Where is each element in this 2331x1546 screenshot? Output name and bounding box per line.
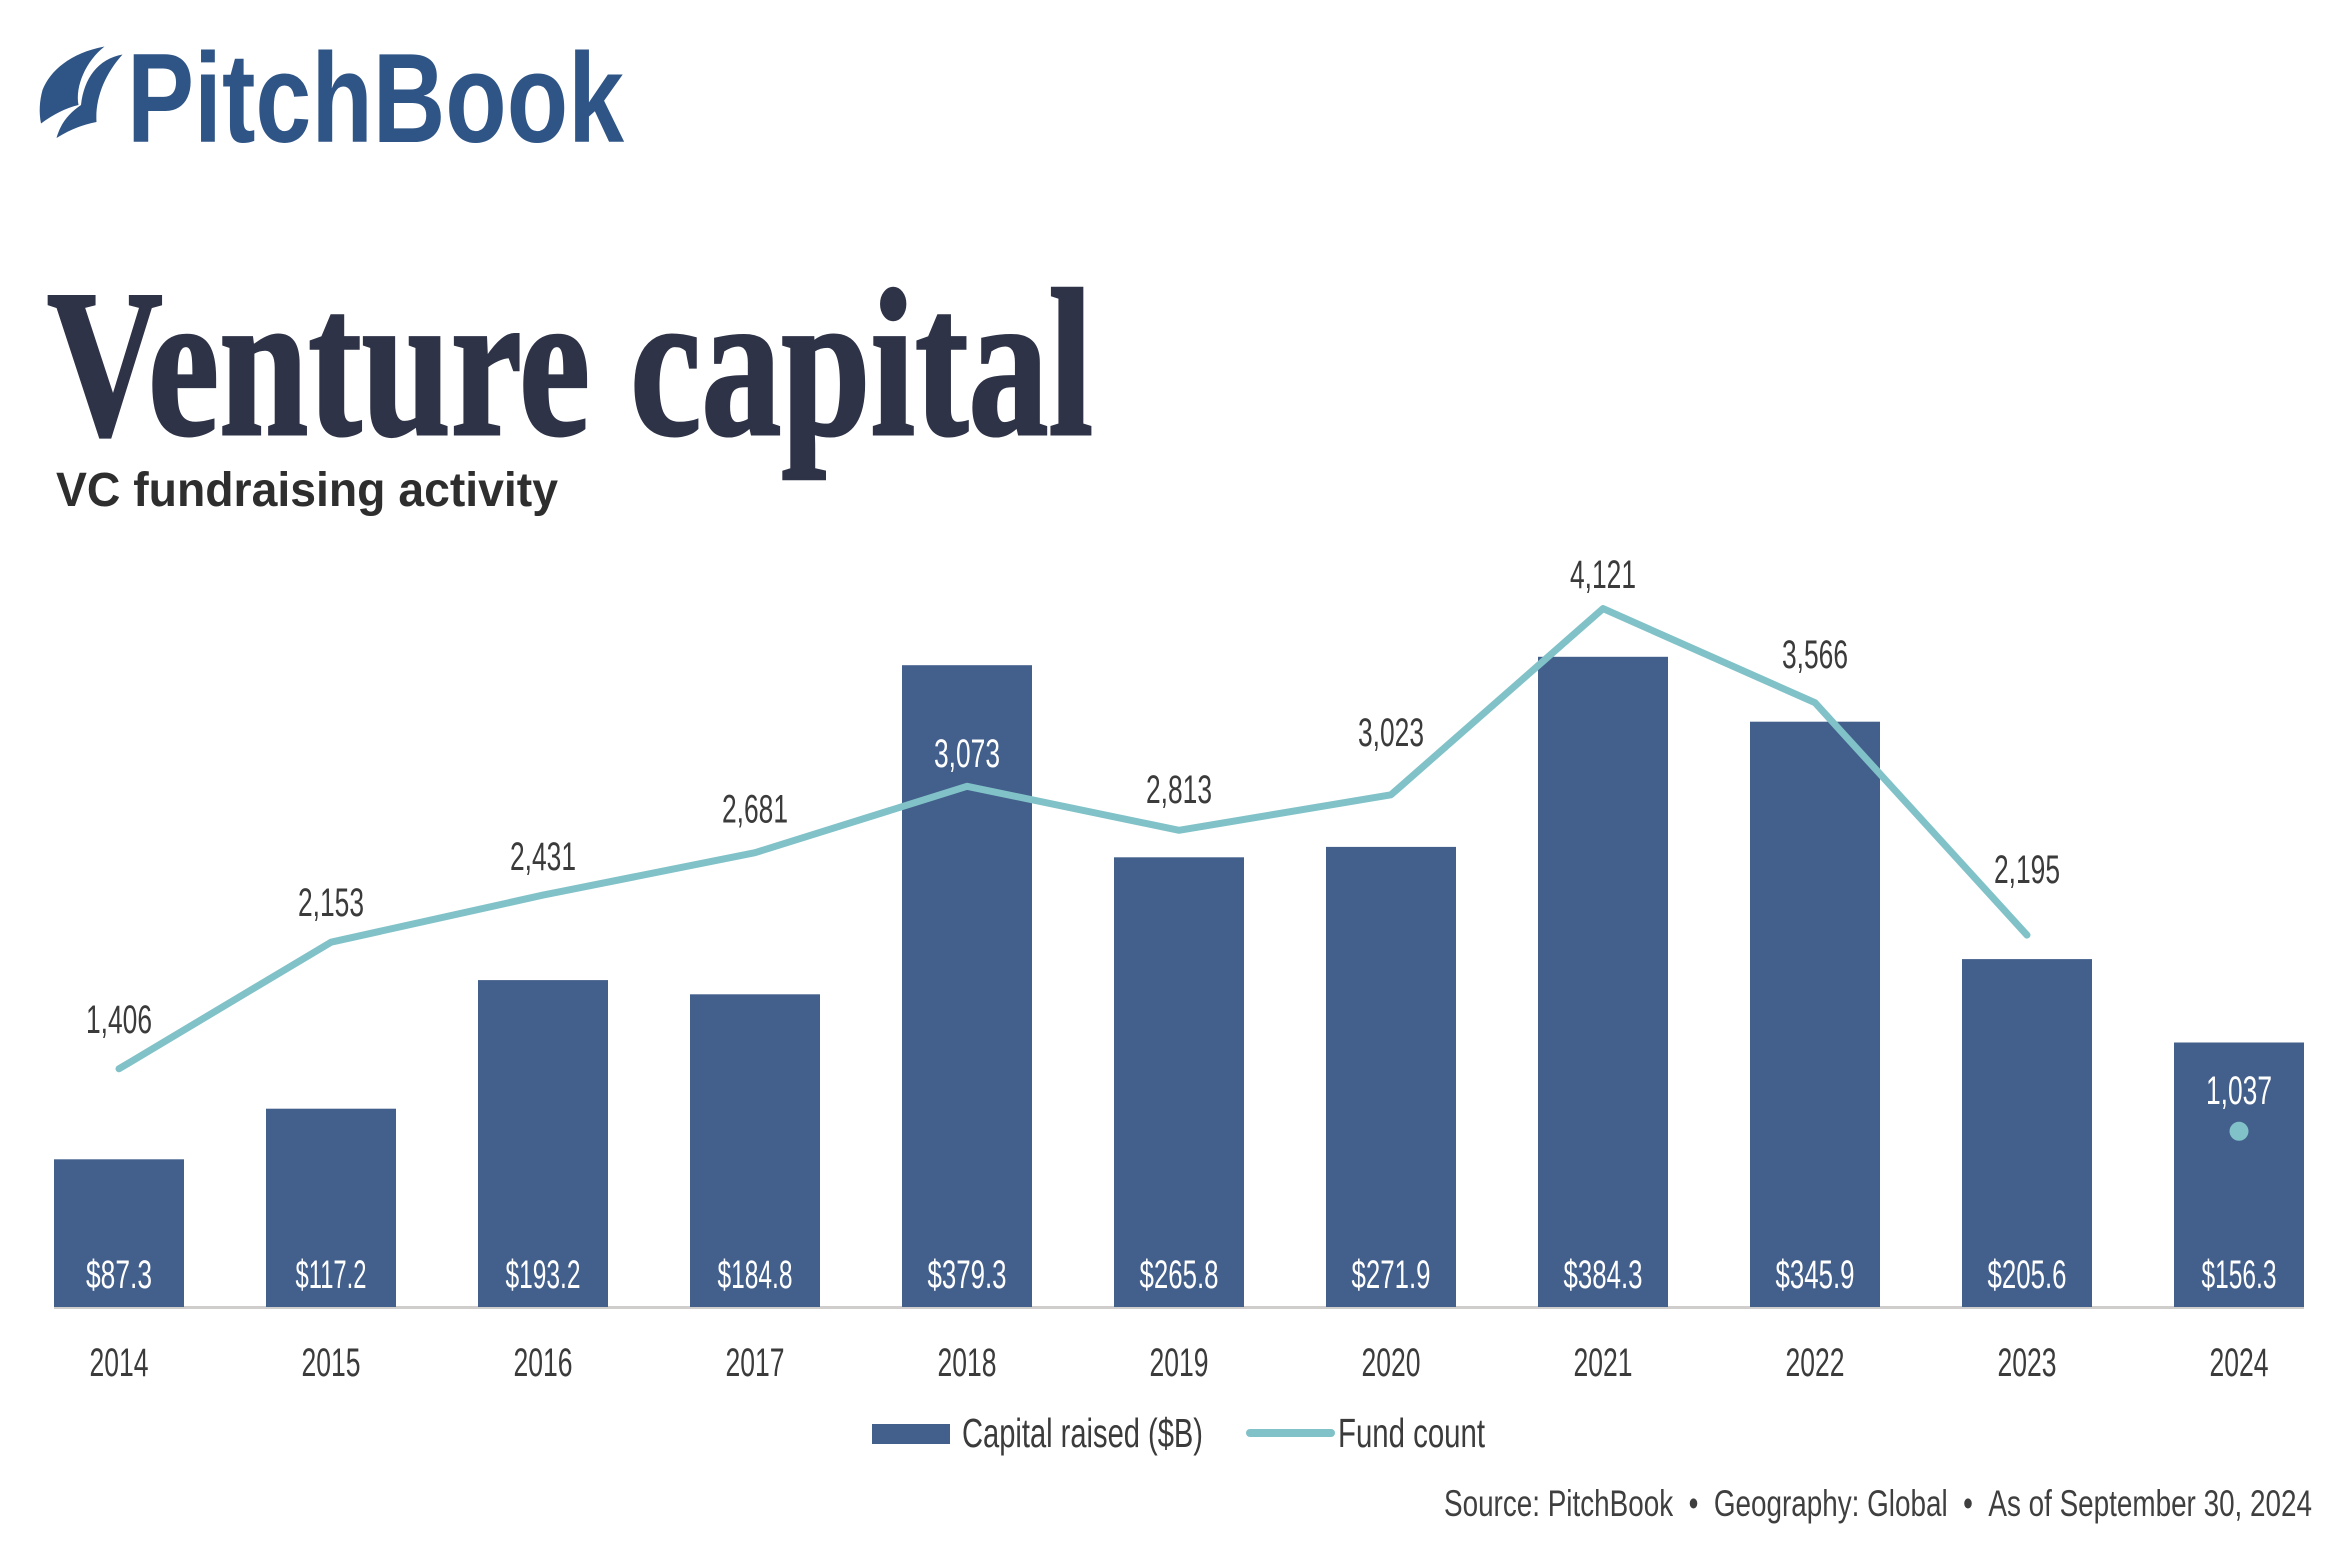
svg-text:$205.6: $205.6 [1988,1253,2067,1297]
svg-text:2017: 2017 [726,1341,785,1385]
svg-text:1,037: 1,037 [2206,1069,2272,1113]
svg-text:$345.9: $345.9 [1776,1253,1855,1297]
svg-text:2016: 2016 [514,1341,573,1385]
svg-text:4,121: 4,121 [1570,553,1636,597]
svg-text:$265.8: $265.8 [1140,1253,1219,1297]
svg-text:2,153: 2,153 [298,881,364,925]
svg-text:2018: 2018 [938,1341,997,1385]
svg-text:$87.3: $87.3 [86,1253,152,1297]
svg-text:2019: 2019 [1150,1341,1209,1385]
svg-text:$184.8: $184.8 [718,1253,793,1297]
svg-text:$379.3: $379.3 [928,1253,1007,1297]
svg-text:$384.3: $384.3 [1564,1253,1643,1297]
svg-text:Venture capital: Venture capital [47,248,1093,480]
svg-text:2015: 2015 [302,1341,361,1385]
svg-text:2,195: 2,195 [1994,848,2060,892]
svg-text:2023: 2023 [1998,1341,2057,1385]
svg-text:$117.2: $117.2 [296,1253,367,1297]
svg-text:$271.9: $271.9 [1352,1253,1431,1297]
svg-text:PitchBook: PitchBook [127,27,624,169]
svg-text:3,073: 3,073 [934,732,1000,776]
svg-text:3,566: 3,566 [1782,633,1848,677]
svg-text:1,406: 1,406 [86,998,152,1042]
svg-text:Fund count: Fund count [1338,1410,1485,1456]
svg-text:2014: 2014 [90,1341,149,1385]
svg-text:$156.3: $156.3 [2202,1253,2277,1297]
svg-text:Source: PitchBook • Geograph: Source: PitchBook • Geography: Global • … [1444,1483,2312,1524]
svg-text:3,023: 3,023 [1358,711,1424,755]
svg-text:$193.2: $193.2 [506,1253,581,1297]
svg-text:2021: 2021 [1574,1341,1633,1385]
svg-text:2,431: 2,431 [510,835,576,879]
svg-text:2022: 2022 [1786,1341,1845,1385]
svg-text:Capital raised ($B): Capital raised ($B) [962,1410,1203,1456]
svg-text:2,681: 2,681 [722,788,788,832]
svg-text:2,813: 2,813 [1146,768,1212,812]
svg-text:2024: 2024 [2210,1341,2269,1385]
svg-text:VC fundraising activity: VC fundraising activity [56,464,558,517]
svg-text:2020: 2020 [1362,1341,1421,1385]
